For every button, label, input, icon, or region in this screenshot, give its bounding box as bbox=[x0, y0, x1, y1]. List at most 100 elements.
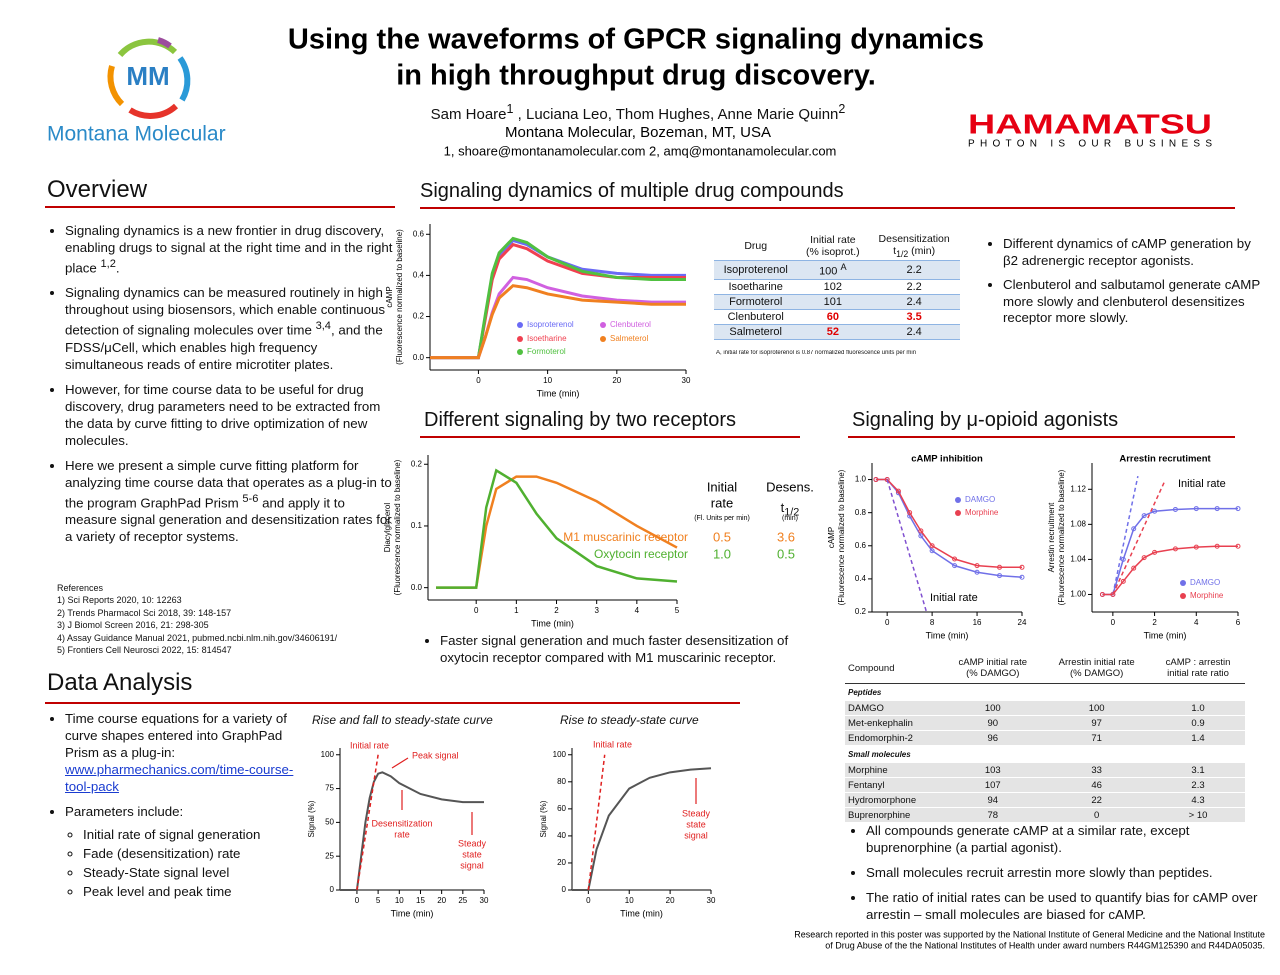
y-axis-label: Signal (%) bbox=[539, 800, 548, 837]
header-cell: cAMP : arrestin initial rate ratio bbox=[1151, 652, 1245, 684]
title: Using the waveforms of GPCR signaling dy… bbox=[288, 24, 984, 56]
x-tick-label: 30 bbox=[682, 376, 691, 385]
data-point bbox=[1019, 564, 1025, 570]
y-tick-label: 0.2 bbox=[411, 459, 423, 468]
chart-title: Rise to steady-state curve bbox=[560, 713, 699, 727]
legend-label: DAMGO bbox=[1190, 578, 1220, 587]
t-half: t1/2 bbox=[770, 500, 810, 519]
annotation: Steady bbox=[458, 838, 487, 848]
x-tick-label: 30 bbox=[480, 896, 489, 905]
data-point bbox=[952, 563, 958, 569]
cell: 22 bbox=[1042, 792, 1152, 808]
data-point bbox=[907, 510, 913, 516]
y-tick-label: 1.00 bbox=[1070, 590, 1086, 599]
row: Isoproterenol 100 A 2.2 bbox=[714, 260, 960, 280]
legend-label: Isoproterenol bbox=[527, 320, 574, 329]
bullet: Peak level and peak time bbox=[83, 883, 315, 900]
series-line bbox=[572, 767, 712, 891]
x-tick-label: 20 bbox=[612, 376, 621, 385]
series-line bbox=[430, 284, 686, 360]
cell: 2.3 bbox=[1151, 777, 1245, 793]
text: Initial rate bbox=[810, 234, 856, 247]
row: Hydromorphone 94 22 4.3 bbox=[845, 792, 1245, 808]
data-point bbox=[873, 477, 879, 483]
annotation: Initial rate bbox=[593, 739, 632, 749]
header-line: (% DAMGO) bbox=[966, 668, 1020, 679]
data-point bbox=[895, 488, 901, 494]
x-tick-label: 20 bbox=[437, 896, 446, 905]
cell: 33 bbox=[1042, 762, 1152, 778]
text: Sam Hoare bbox=[430, 106, 507, 123]
y-axis-label: (Fluorescence normalized to baseline) bbox=[395, 229, 404, 365]
legend-marker bbox=[1180, 593, 1186, 599]
header-cell: Compound bbox=[845, 652, 944, 684]
y-axis-label: Signal (%) bbox=[307, 800, 316, 837]
text: Isoetharine bbox=[728, 280, 783, 293]
y-tick-label: 100 bbox=[321, 750, 335, 759]
text: , Luciana Leo, Thom Hughes, Anne Marie Q… bbox=[513, 106, 839, 123]
annotation: Initial rate bbox=[1178, 478, 1226, 490]
x-tick-label: 30 bbox=[707, 896, 716, 905]
series-line bbox=[436, 468, 678, 589]
header-line: Initial rate bbox=[800, 234, 865, 246]
chart: 0 10 20 30 0.0 0.2 0.4 0.6 Time (min) cAMP (Fluore… bbox=[385, 224, 691, 398]
logo-ring bbox=[107, 37, 191, 119]
fit-line bbox=[1112, 480, 1166, 595]
bullet: Signaling dynamics is a new frontier in … bbox=[65, 222, 395, 276]
chart: 0 8 16 24 0.2 0.4 0.6 0.8 1.0 Time (min) cAMP (Fluo… bbox=[827, 454, 1027, 641]
annotation: rate bbox=[394, 829, 410, 839]
text: . bbox=[115, 260, 120, 276]
bullet: The ratio of initial rates can be used t… bbox=[866, 889, 1266, 923]
opioid-bullets: All compounds generate cAMP at a similar… bbox=[848, 822, 1266, 931]
analysis-bullets: Time course equations for a variety of c… bbox=[47, 710, 315, 908]
data-point bbox=[1099, 591, 1105, 597]
text: and apply it to measure signal generatio… bbox=[65, 495, 392, 545]
x-tick-label: 4 bbox=[635, 606, 640, 615]
superscript: 5-6 bbox=[242, 492, 259, 505]
bullet: Initial rate of signal generation bbox=[83, 826, 315, 843]
x-tick-label: 2 bbox=[554, 606, 559, 615]
reference: 1) Sci Reports 2020, 10: 12263 bbox=[57, 595, 182, 606]
header-row: Compound cAMP initial rate (% DAMGO) Arrest… bbox=[845, 652, 1245, 684]
y-tick-label: 0.2 bbox=[413, 312, 425, 321]
text: (% isoprot.) bbox=[805, 246, 860, 259]
logo-name: Montana Molecular bbox=[47, 123, 226, 146]
series-label: Oxytocin receptor bbox=[594, 547, 688, 561]
cell: 90 bbox=[943, 715, 1043, 731]
x-tick-label: 10 bbox=[625, 896, 634, 905]
superscript: 3,4 bbox=[315, 320, 331, 333]
cell: Endomorphin-2 bbox=[845, 730, 944, 746]
link[interactable]: www.pharmechanics.com/time-course-tool-p… bbox=[65, 762, 294, 794]
y-tick-label: 0 bbox=[562, 885, 567, 894]
subscript: 1/2 bbox=[896, 249, 909, 260]
cell: 103 bbox=[943, 762, 1043, 778]
y-tick-label: 50 bbox=[325, 817, 334, 826]
heading: Signaling by μ-opioid agonists bbox=[852, 409, 1119, 431]
y-tick-label: 1.08 bbox=[1070, 519, 1086, 528]
text: 100 bbox=[819, 265, 841, 278]
cell: 0 bbox=[1042, 807, 1152, 822]
cell: 100 bbox=[943, 700, 1043, 716]
x-tick-label: 3 bbox=[594, 606, 599, 615]
cell: 97 bbox=[1042, 715, 1152, 731]
row: Clenbuterol 60 3.5 bbox=[714, 308, 960, 325]
row: Endomorphin-2 96 71 1.4 bbox=[845, 730, 1245, 746]
legend-label: Morphine bbox=[965, 508, 999, 517]
bullet: Time course equations for a variety of c… bbox=[65, 710, 315, 795]
row: Met-enkephalin 90 97 0.9 bbox=[845, 715, 1245, 731]
legend-marker bbox=[517, 322, 523, 328]
y-tick-label: 0 bbox=[330, 885, 335, 894]
y-tick-label: 0.6 bbox=[413, 229, 425, 238]
chart-title: Arrestin recrutiment bbox=[1119, 454, 1211, 465]
cell: 52 bbox=[797, 323, 869, 340]
bullet: Here we present a simple curve fitting p… bbox=[65, 457, 395, 545]
series-line bbox=[340, 771, 484, 891]
emails: 1, shoare@montanamolecular.com 2, amq@mo… bbox=[444, 143, 837, 158]
series-line bbox=[430, 275, 686, 360]
stat-header: Desens. bbox=[766, 479, 814, 494]
x-tick-label: 0 bbox=[586, 896, 591, 905]
chart: 0 2 4 6 1.00 1.04 1.08 1.12 Time (min) Arrestin r… bbox=[1047, 454, 1241, 641]
cell: 101 bbox=[797, 293, 869, 310]
row: DAMGO 100 100 1.0 bbox=[845, 700, 1245, 716]
y-tick-label: 0.6 bbox=[855, 541, 867, 550]
